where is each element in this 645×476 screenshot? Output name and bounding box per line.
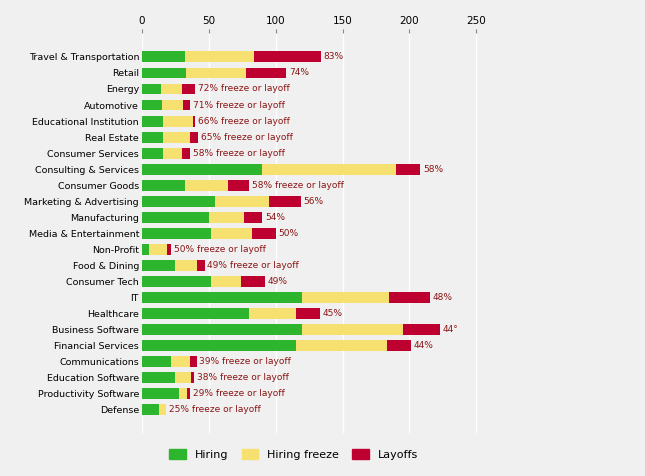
- Bar: [209, 212, 244, 223]
- Text: 44%: 44%: [413, 341, 433, 350]
- Bar: [402, 324, 441, 335]
- Bar: [142, 180, 184, 190]
- Text: 50% freeze or layoff: 50% freeze or layoff: [174, 245, 266, 254]
- Bar: [188, 388, 190, 399]
- Bar: [197, 260, 204, 271]
- Text: 54%: 54%: [265, 213, 285, 222]
- Bar: [163, 148, 182, 159]
- Bar: [172, 356, 190, 367]
- Text: 58% freeze or layoff: 58% freeze or layoff: [193, 149, 284, 158]
- Bar: [296, 340, 387, 351]
- Bar: [246, 68, 286, 79]
- Text: 29% freeze or layoff: 29% freeze or layoff: [193, 389, 284, 398]
- Bar: [269, 196, 301, 207]
- Bar: [142, 292, 303, 303]
- Bar: [186, 68, 246, 79]
- Bar: [387, 340, 411, 351]
- Bar: [142, 132, 163, 142]
- Bar: [175, 260, 197, 271]
- Bar: [142, 164, 263, 175]
- Bar: [212, 276, 241, 287]
- Bar: [142, 196, 215, 207]
- Bar: [142, 116, 163, 127]
- Bar: [249, 308, 296, 319]
- Bar: [148, 244, 167, 255]
- Bar: [182, 148, 190, 159]
- Bar: [179, 388, 188, 399]
- Bar: [142, 324, 303, 335]
- Bar: [161, 84, 182, 94]
- Bar: [184, 51, 254, 62]
- Bar: [142, 372, 175, 383]
- Bar: [175, 372, 192, 383]
- Bar: [142, 356, 172, 367]
- Text: 83%: 83%: [324, 52, 344, 61]
- Text: 56%: 56%: [304, 197, 324, 206]
- Bar: [142, 244, 148, 255]
- Text: 58% freeze or layoff: 58% freeze or layoff: [252, 181, 344, 189]
- Text: 39% freeze or layoff: 39% freeze or layoff: [199, 357, 292, 366]
- Bar: [303, 292, 390, 303]
- Text: 48%: 48%: [432, 293, 452, 302]
- Bar: [142, 99, 162, 110]
- Bar: [183, 99, 190, 110]
- Bar: [142, 68, 186, 79]
- Bar: [244, 212, 263, 223]
- Bar: [142, 51, 184, 62]
- Bar: [296, 308, 320, 319]
- Text: 50%: 50%: [279, 229, 299, 238]
- Bar: [396, 164, 420, 175]
- Bar: [142, 388, 179, 399]
- Bar: [142, 404, 159, 415]
- Text: 45%: 45%: [322, 309, 342, 318]
- Bar: [142, 212, 209, 223]
- Bar: [390, 292, 430, 303]
- Bar: [182, 84, 195, 94]
- Bar: [241, 276, 265, 287]
- Bar: [190, 132, 198, 142]
- Bar: [184, 180, 228, 190]
- Bar: [192, 372, 194, 383]
- Bar: [142, 276, 212, 287]
- Bar: [252, 228, 275, 238]
- Bar: [254, 51, 321, 62]
- Text: 65% freeze or layoff: 65% freeze or layoff: [201, 133, 293, 141]
- Text: 38% freeze or layoff: 38% freeze or layoff: [197, 373, 288, 382]
- Bar: [212, 228, 252, 238]
- Text: 49%: 49%: [268, 277, 288, 286]
- Bar: [193, 116, 195, 127]
- Bar: [142, 148, 163, 159]
- Text: 58%: 58%: [423, 165, 443, 174]
- Bar: [228, 180, 249, 190]
- Bar: [167, 244, 172, 255]
- Bar: [142, 228, 212, 238]
- Text: 44°: 44°: [443, 325, 459, 334]
- Bar: [190, 356, 197, 367]
- Bar: [163, 132, 190, 142]
- Text: 49% freeze or layoff: 49% freeze or layoff: [208, 261, 299, 270]
- Bar: [263, 164, 396, 175]
- Bar: [142, 308, 249, 319]
- Bar: [142, 260, 175, 271]
- Bar: [215, 196, 269, 207]
- Text: 25% freeze or layoff: 25% freeze or layoff: [168, 405, 261, 414]
- Text: 66% freeze or layoff: 66% freeze or layoff: [198, 117, 290, 126]
- Bar: [303, 324, 402, 335]
- Text: 74%: 74%: [289, 69, 309, 78]
- Bar: [142, 84, 161, 94]
- Bar: [162, 99, 183, 110]
- Bar: [163, 116, 193, 127]
- Text: 72% freeze or layoff: 72% freeze or layoff: [198, 85, 290, 93]
- Bar: [142, 340, 296, 351]
- Bar: [159, 404, 166, 415]
- Legend: Hiring, Hiring freeze, Layoffs: Hiring, Hiring freeze, Layoffs: [166, 446, 421, 464]
- Text: 71% freeze or layoff: 71% freeze or layoff: [193, 100, 284, 109]
